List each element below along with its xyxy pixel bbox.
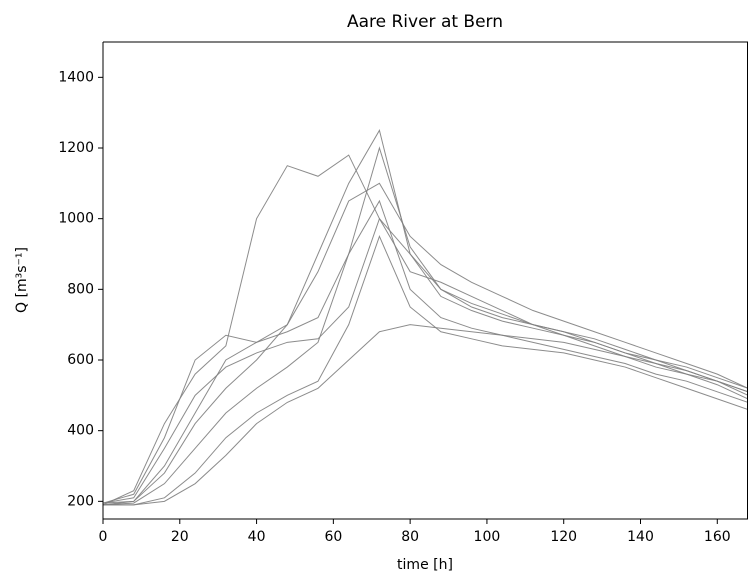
y-tick-label: 800 — [67, 281, 94, 297]
x-tick-label: 100 — [474, 529, 501, 545]
x-axis-label: time [h] — [397, 557, 453, 573]
series-line — [103, 217, 748, 504]
series-line — [103, 182, 748, 506]
series-line — [103, 146, 748, 504]
series-line — [103, 154, 748, 506]
chart-title: Aare River at Bern — [347, 12, 503, 32]
x-tick-label: 40 — [248, 529, 266, 545]
plot-area — [103, 129, 748, 506]
x-tick-label: 60 — [324, 529, 342, 545]
x-tick-label: 160 — [704, 529, 731, 545]
y-tick-label: 600 — [67, 352, 94, 368]
y-tick-label: 1400 — [58, 69, 94, 85]
x-tick-label: 140 — [627, 529, 654, 545]
x-tick-label: 120 — [550, 529, 577, 545]
x-tick-label: 20 — [171, 529, 189, 545]
y-tick-label: 400 — [67, 423, 94, 439]
x-tick-label: 0 — [99, 529, 108, 545]
y-axis-label: Q [m³s⁻¹] — [14, 247, 30, 313]
series-line — [103, 129, 748, 504]
y-tick-label: 1000 — [58, 211, 94, 227]
x-tick-label: 80 — [401, 529, 419, 545]
series-line — [103, 199, 748, 506]
y-tick-label: 1200 — [58, 140, 94, 156]
series-line — [103, 324, 748, 506]
series-line — [103, 234, 748, 506]
y-tick-label: 200 — [67, 493, 94, 509]
